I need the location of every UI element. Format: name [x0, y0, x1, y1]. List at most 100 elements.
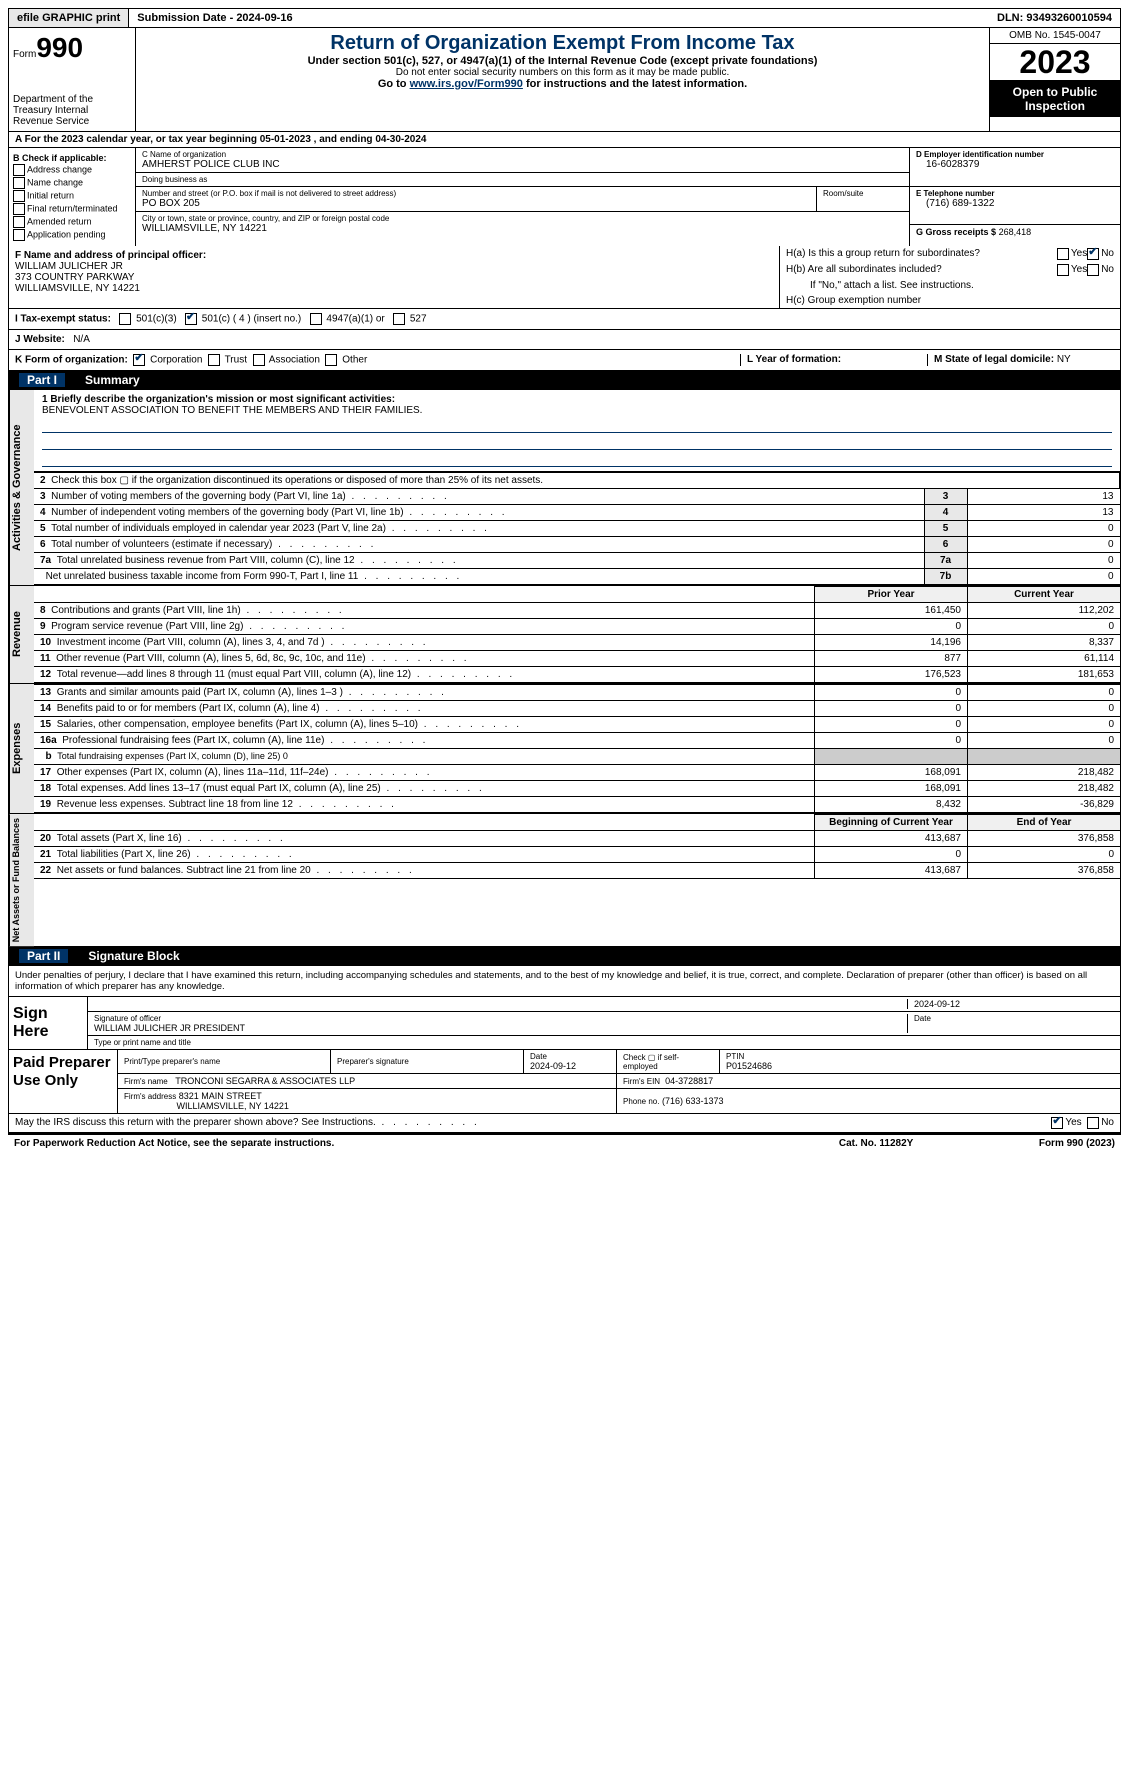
- self-emp-label: Check ▢ if self-employed: [623, 1053, 713, 1071]
- chk-501c3[interactable]: [119, 313, 131, 325]
- side-revenue: Revenue: [9, 586, 34, 683]
- city-value: WILLIAMSVILLE, NY 14221: [142, 223, 903, 234]
- gross-value: 268,418: [999, 227, 1032, 237]
- top-bar: efile GRAPHIC print Submission Date - 20…: [8, 8, 1121, 28]
- officer-addr2: WILLIAMSVILLE, NY 14221: [15, 283, 773, 294]
- row-a-period: A For the 2023 calendar year, or tax yea…: [8, 132, 1121, 148]
- chk-assoc[interactable]: [253, 354, 265, 366]
- phone-value: (716) 689-1322: [916, 198, 1114, 209]
- officer-label: F Name and address of principal officer:: [15, 250, 206, 261]
- type-name-label: Type or print name and title: [94, 1038, 191, 1047]
- form-header: Form990 Department of the Treasury Inter…: [8, 28, 1121, 132]
- firm-name: TRONCONI SEGARRA & ASSOCIATES LLP: [175, 1076, 355, 1086]
- sign-date: 2024-09-12: [907, 999, 1114, 1009]
- hb-note: If "No," attach a list. See instructions…: [780, 278, 1120, 293]
- chk-initial-return[interactable]: Initial return: [27, 190, 74, 200]
- org-name-label: C Name of organization: [142, 150, 903, 159]
- gross-label: G Gross receipts $: [916, 227, 996, 237]
- expenses-table: 13 Grants and similar amounts paid (Part…: [34, 684, 1120, 813]
- chk-527[interactable]: [393, 313, 405, 325]
- hb-yes[interactable]: [1057, 264, 1069, 276]
- form-subtitle-2: Do not enter social security numbers on …: [140, 67, 985, 78]
- chk-corp[interactable]: [133, 354, 145, 366]
- revenue-table: Prior YearCurrent Year8 Contributions an…: [34, 586, 1120, 683]
- chk-501c[interactable]: [185, 313, 197, 325]
- hc-label: H(c) Group exemption number: [780, 293, 1120, 308]
- ein-value: 16-6028379: [916, 159, 1114, 170]
- discuss-yes[interactable]: [1051, 1117, 1063, 1129]
- footer-cat: Cat. No. 11282Y: [839, 1138, 1039, 1149]
- chk-app-pending[interactable]: Application pending: [27, 229, 106, 239]
- chk-final-return[interactable]: Final return/terminated: [27, 203, 118, 213]
- section-b-c: B Check if applicable: Address change Na…: [8, 148, 1121, 246]
- open-to-public: Open to Public Inspection: [990, 81, 1120, 117]
- side-governance: Activities & Governance: [9, 390, 34, 585]
- discuss-text: May the IRS discuss this return with the…: [15, 1117, 376, 1128]
- form-title: Return of Organization Exempt From Incom…: [140, 32, 985, 55]
- website-value: N/A: [73, 334, 90, 345]
- firm-addr-label: Firm's address: [124, 1092, 176, 1101]
- net-assets-table: Beginning of Current YearEnd of Year20 T…: [34, 814, 1120, 879]
- sig-date-label: Date: [914, 1014, 1114, 1023]
- addr-label: Number and street (or P.O. box if mail i…: [142, 189, 810, 198]
- box-d-e-g: D Employer identification number 16-6028…: [909, 148, 1120, 246]
- chk-amended[interactable]: Amended return: [27, 216, 92, 226]
- irs-link[interactable]: www.irs.gov/Form990: [410, 78, 523, 90]
- officer-addr1: 373 COUNTRY PARKWAY: [15, 272, 773, 283]
- prep-date-label: Date: [530, 1052, 610, 1061]
- footer-left: For Paperwork Reduction Act Notice, see …: [14, 1138, 839, 1149]
- firm-name-label: Firm's name: [124, 1077, 168, 1086]
- discuss-no[interactable]: [1087, 1117, 1099, 1129]
- dln: DLN: 93493260010594: [989, 9, 1120, 27]
- hb-no[interactable]: [1087, 264, 1099, 276]
- dba-label: Doing business as: [142, 175, 903, 184]
- chk-other[interactable]: [325, 354, 337, 366]
- addr-value: PO BOX 205: [142, 198, 810, 209]
- side-expenses: Expenses: [9, 684, 34, 813]
- row-i-label: I Tax-exempt status:: [15, 314, 111, 325]
- footer-right: Form 990 (2023): [1039, 1138, 1115, 1149]
- room-label: Room/suite: [823, 189, 903, 198]
- form-subtitle-1: Under section 501(c), 527, or 4947(a)(1)…: [140, 55, 985, 67]
- prep-sig-label: Preparer's signature: [337, 1057, 517, 1066]
- chk-trust[interactable]: [208, 354, 220, 366]
- sig-officer-label: Signature of officer: [94, 1014, 907, 1023]
- firm-phone: (716) 633-1373: [662, 1096, 724, 1106]
- ha-label: H(a) Is this a group return for subordin…: [786, 248, 1057, 260]
- ein-label: D Employer identification number: [916, 150, 1044, 159]
- omb-number: OMB No. 1545-0047: [990, 28, 1120, 44]
- phone-label: E Telephone number: [916, 189, 995, 198]
- paid-preparer-block: Paid Preparer Use Only Print/Type prepar…: [8, 1050, 1121, 1114]
- paid-preparer-label: Paid Preparer Use Only: [9, 1050, 118, 1113]
- officer-name: WILLIAM JULICHER JR: [15, 261, 773, 272]
- prep-date: 2024-09-12: [530, 1061, 610, 1071]
- row-l-label: L Year of formation:: [747, 354, 841, 365]
- row-m-label: M State of legal domicile:: [934, 354, 1054, 365]
- row-j-label: J Website:: [15, 334, 65, 345]
- efile-button[interactable]: efile GRAPHIC print: [9, 9, 129, 27]
- perjury-text: Under penalties of perjury, I declare th…: [8, 966, 1121, 997]
- form-number: 990: [36, 32, 83, 63]
- firm-ein: 04-3728817: [665, 1076, 713, 1086]
- row-f-h: F Name and address of principal officer:…: [8, 246, 1121, 309]
- mission-label: 1 Briefly describe the organization's mi…: [42, 394, 395, 405]
- chk-address-change[interactable]: Address change: [27, 164, 92, 174]
- ptin-label: PTIN: [726, 1052, 1114, 1061]
- firm-addr2: WILLIAMSVILLE, NY 14221: [177, 1101, 289, 1111]
- form-label: Form: [13, 49, 36, 60]
- city-label: City or town, state or province, country…: [142, 214, 903, 223]
- page-footer: For Paperwork Reduction Act Notice, see …: [8, 1133, 1121, 1152]
- ptin-value: P01524686: [726, 1061, 1114, 1071]
- side-net-assets: Net Assets or Fund Balances: [9, 814, 34, 946]
- firm-ein-label: Firm's EIN: [623, 1077, 660, 1086]
- box-c: C Name of organization AMHERST POLICE CL…: [136, 148, 909, 246]
- chk-name-change[interactable]: Name change: [27, 177, 83, 187]
- ha-no[interactable]: [1087, 248, 1099, 260]
- ha-yes[interactable]: [1057, 248, 1069, 260]
- part-2-header: Part II Signature Block: [8, 947, 1121, 966]
- box-b-label: B Check if applicable:: [13, 153, 107, 163]
- prep-name-label: Print/Type preparer's name: [124, 1057, 324, 1066]
- chk-4947[interactable]: [310, 313, 322, 325]
- discuss-row: May the IRS discuss this return with the…: [8, 1114, 1121, 1133]
- firm-phone-label: Phone no.: [623, 1097, 659, 1106]
